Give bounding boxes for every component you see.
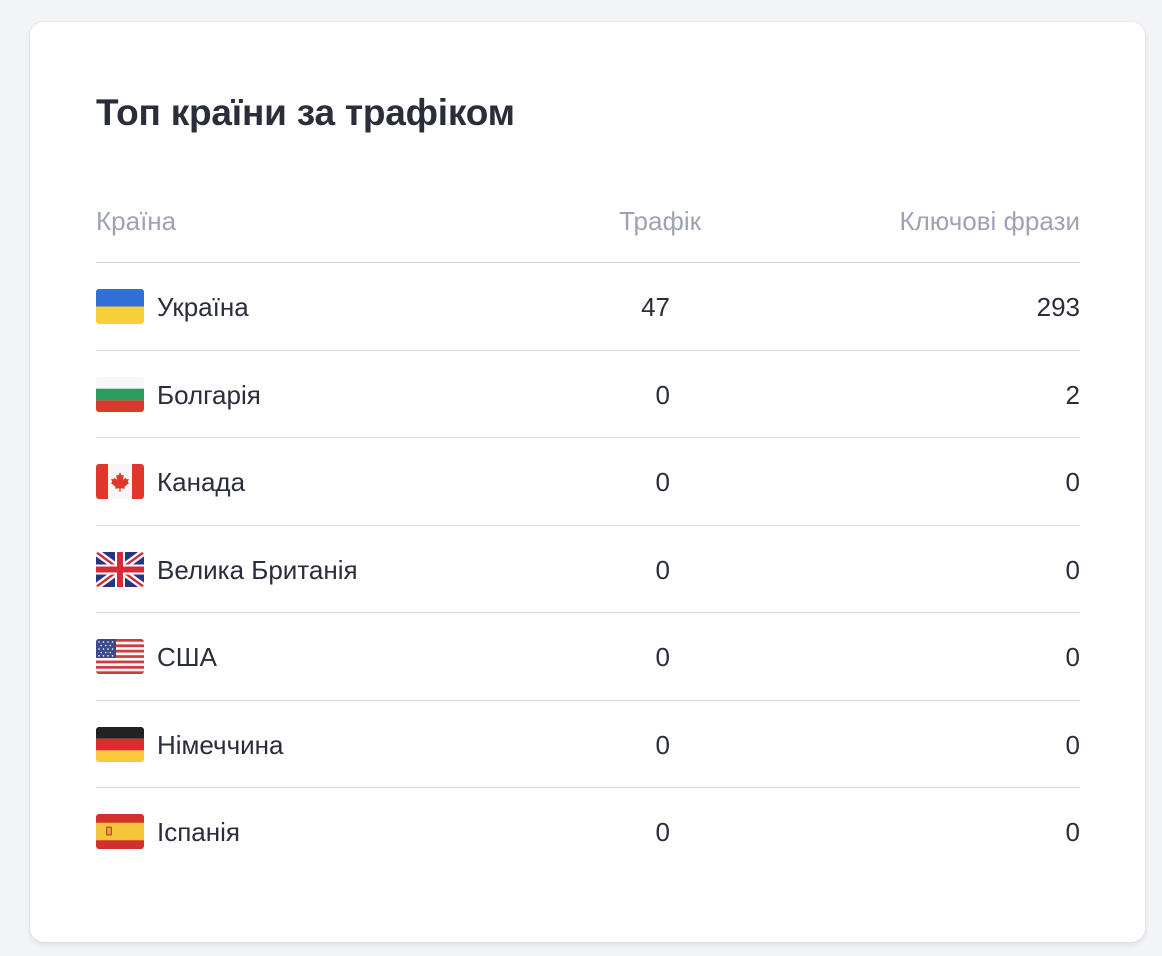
uk-flag-icon [96, 551, 144, 587]
phrases-value: 2 [1065, 379, 1080, 410]
header-traffic: Трафік [619, 206, 701, 236]
top-countries-card: Топ країни за трафіком Країна Трафік Клю… [30, 22, 1145, 942]
card-title: Топ країни за трафіком [96, 92, 515, 133]
traffic-value: 47 [641, 292, 670, 322]
ukraine-flag-icon [96, 289, 144, 324]
canada-flag-icon [96, 464, 144, 499]
table-row: США 0 0 [96, 613, 1080, 701]
country-name: Іспанія [157, 817, 240, 847]
country-name: Велика Британія [157, 554, 358, 585]
traffic-value: 0 [655, 379, 670, 410]
table-row: Велика Британія 0 0 [96, 526, 1080, 613]
country-name: Болгарія [157, 379, 261, 410]
phrases-value: 0 [1065, 729, 1080, 760]
table-header: Країна Трафік Ключові фрази [96, 196, 1080, 263]
header-phrases: Ключові фрази [899, 206, 1080, 236]
phrases-value: 0 [1065, 467, 1080, 497]
usa-flag-icon [96, 639, 144, 674]
germany-flag-icon [96, 726, 144, 762]
table-row: Іспанія 0 0 [96, 788, 1080, 875]
traffic-value: 0 [655, 817, 670, 847]
phrases-value: 0 [1065, 554, 1080, 585]
traffic-value: 0 [655, 467, 670, 497]
country-name: Канада [157, 467, 246, 497]
phrases-value: 0 [1065, 642, 1080, 672]
traffic-value: 0 [655, 642, 670, 672]
phrases-value: 293 [1036, 292, 1080, 322]
spain-flag-icon [96, 814, 144, 849]
traffic-value: 0 [655, 554, 670, 585]
countries-table: Країна Трафік Ключові фрази Україна 47 2… [96, 196, 1080, 875]
header-country: Країна [96, 206, 177, 236]
phrases-value: 0 [1065, 817, 1080, 847]
table-row: Болгарія 0 2 [96, 351, 1080, 438]
country-name: США [157, 642, 217, 672]
traffic-value: 0 [655, 729, 670, 760]
country-name: Німеччина [157, 729, 284, 760]
country-name: Україна [157, 292, 249, 322]
table-row: Україна 47 293 [96, 263, 1080, 351]
bulgaria-flag-icon [96, 376, 144, 412]
table-row: Канада 0 0 [96, 438, 1080, 526]
table-row: Німеччина 0 0 [96, 701, 1080, 788]
